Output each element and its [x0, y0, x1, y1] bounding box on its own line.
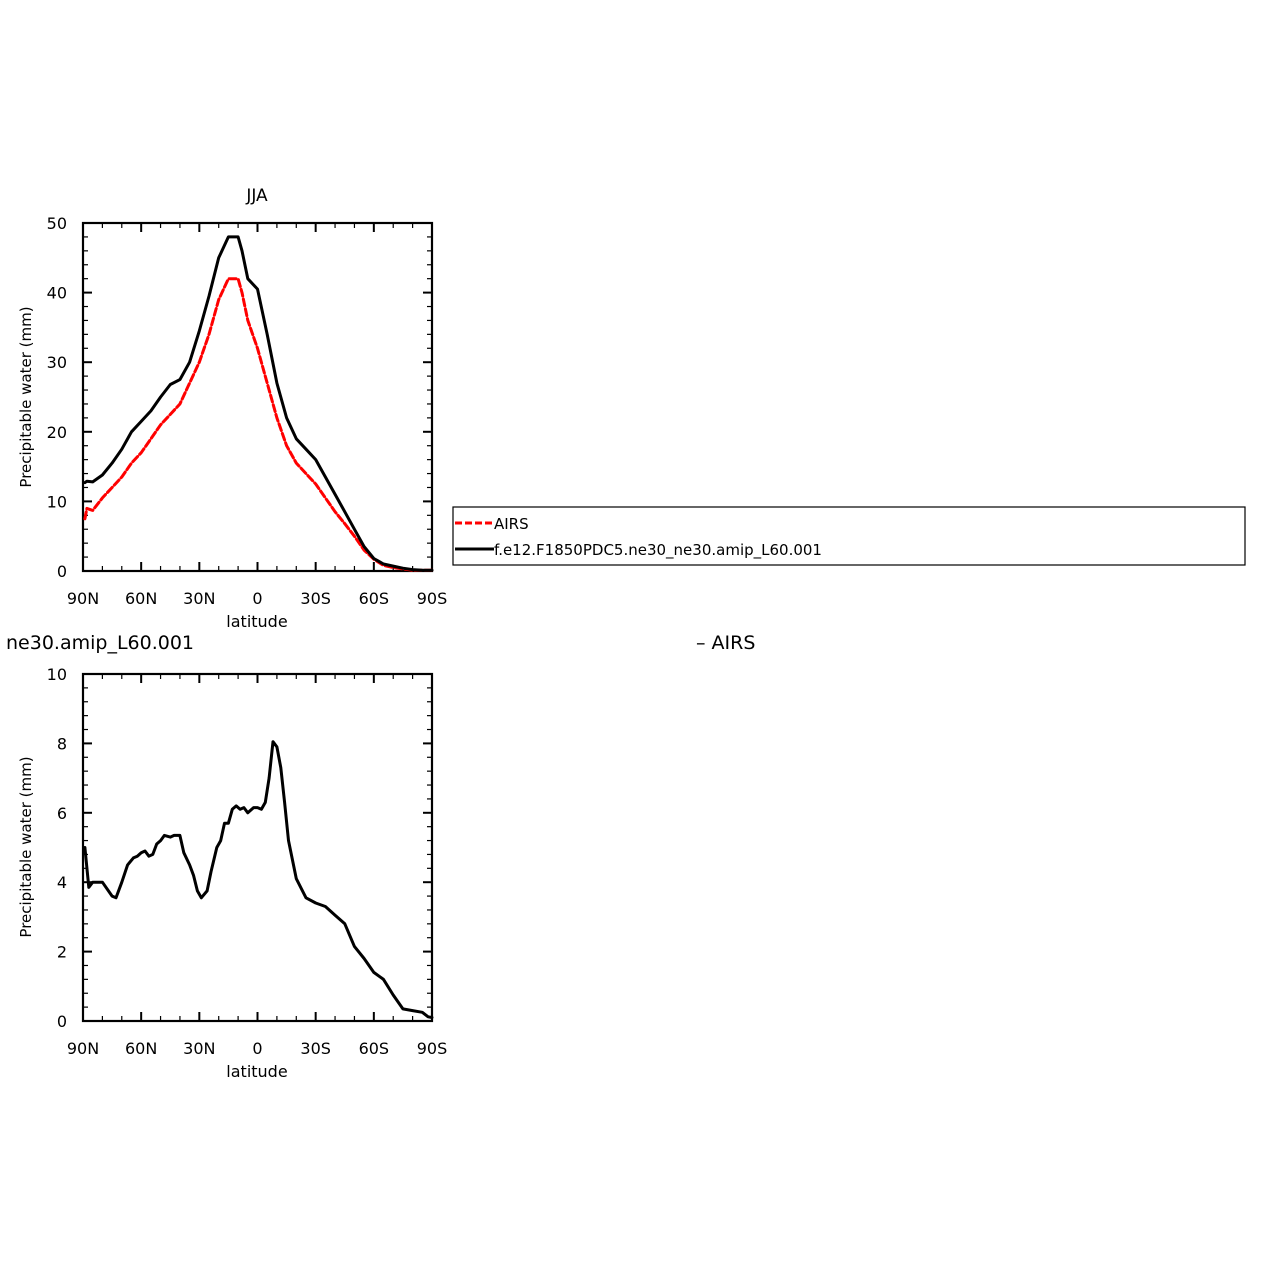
x-tick-label: 30N: [183, 589, 215, 608]
plot-frame: [81, 221, 434, 573]
y-tick-label: 2: [57, 943, 67, 962]
panel-top: JJA latitude Precipitable water (mm) 90N…: [17, 186, 447, 631]
plot-frame: [81, 672, 434, 1023]
y-tick-label: 10: [47, 665, 67, 684]
x-tick-label: 60S: [359, 1039, 390, 1058]
axes-box: 90N 60N 30N 0 30S 60S 90S 0 10 20 30 40 50: [47, 214, 448, 608]
y-tick-label: 8: [57, 734, 67, 753]
y-tick-label: 10: [47, 492, 67, 511]
series-line-series-0: [83, 740, 434, 1019]
x-tick-label: 60N: [125, 1039, 157, 1058]
series-layer: [83, 235, 434, 572]
x-tick-label: 60S: [359, 589, 390, 608]
x-tick-label: 60N: [125, 589, 157, 608]
x-tick-label: 90S: [417, 589, 448, 608]
legend-entry-airs: AIRS: [494, 515, 529, 533]
y-tick-label: 4: [57, 873, 67, 892]
x-axis-label: latitude: [226, 612, 287, 631]
legend: AIRS f.e12.F1850PDC5.ne30_ne30.amip_L60.…: [452, 506, 1246, 566]
x-tick-label: 90N: [67, 589, 99, 608]
y-tick-label: 0: [57, 562, 67, 581]
legend-box: [452, 506, 1246, 566]
y-axis-label: Precipitable water (mm): [17, 306, 35, 487]
x-tick-label: 30S: [300, 1039, 331, 1058]
x-tick-label: 90S: [417, 1039, 448, 1058]
x-tick-label: 0: [252, 1039, 262, 1058]
y-tick-label: 6: [57, 804, 67, 823]
y-axis-label: Precipitable water (mm): [17, 756, 35, 937]
panel-bottom: ne30.amip_L60.001 – AIRS latitude Precip…: [6, 632, 755, 1081]
chart-title-right: – AIRS: [696, 632, 755, 654]
series-layer: [83, 740, 434, 1019]
axes-box: 90N 60N 30N 0 30S 60S 90S 0 2 4 6 8 10: [47, 665, 448, 1058]
x-tick-label: 30N: [183, 1039, 215, 1058]
y-tick-label: 30: [47, 353, 67, 372]
series-line-f-e12-f1850pdc5-ne30-ne30-amip-l60-001: [83, 235, 434, 572]
y-tick-label: 20: [47, 423, 67, 442]
x-tick-label: 0: [252, 589, 262, 608]
chart-title: JJA: [245, 186, 268, 206]
x-tick-label: 90N: [67, 1039, 99, 1058]
chart-title: ne30.amip_L60.001: [6, 632, 194, 654]
x-axis-label: latitude: [226, 1062, 287, 1081]
legend-entry-model: f.e12.F1850PDC5.ne30_ne30.amip_L60.001: [494, 541, 822, 560]
x-tick-label: 30S: [300, 589, 331, 608]
y-tick-label: 40: [47, 284, 67, 303]
y-tick-label: 50: [47, 214, 67, 233]
y-tick-label: 0: [57, 1012, 67, 1031]
